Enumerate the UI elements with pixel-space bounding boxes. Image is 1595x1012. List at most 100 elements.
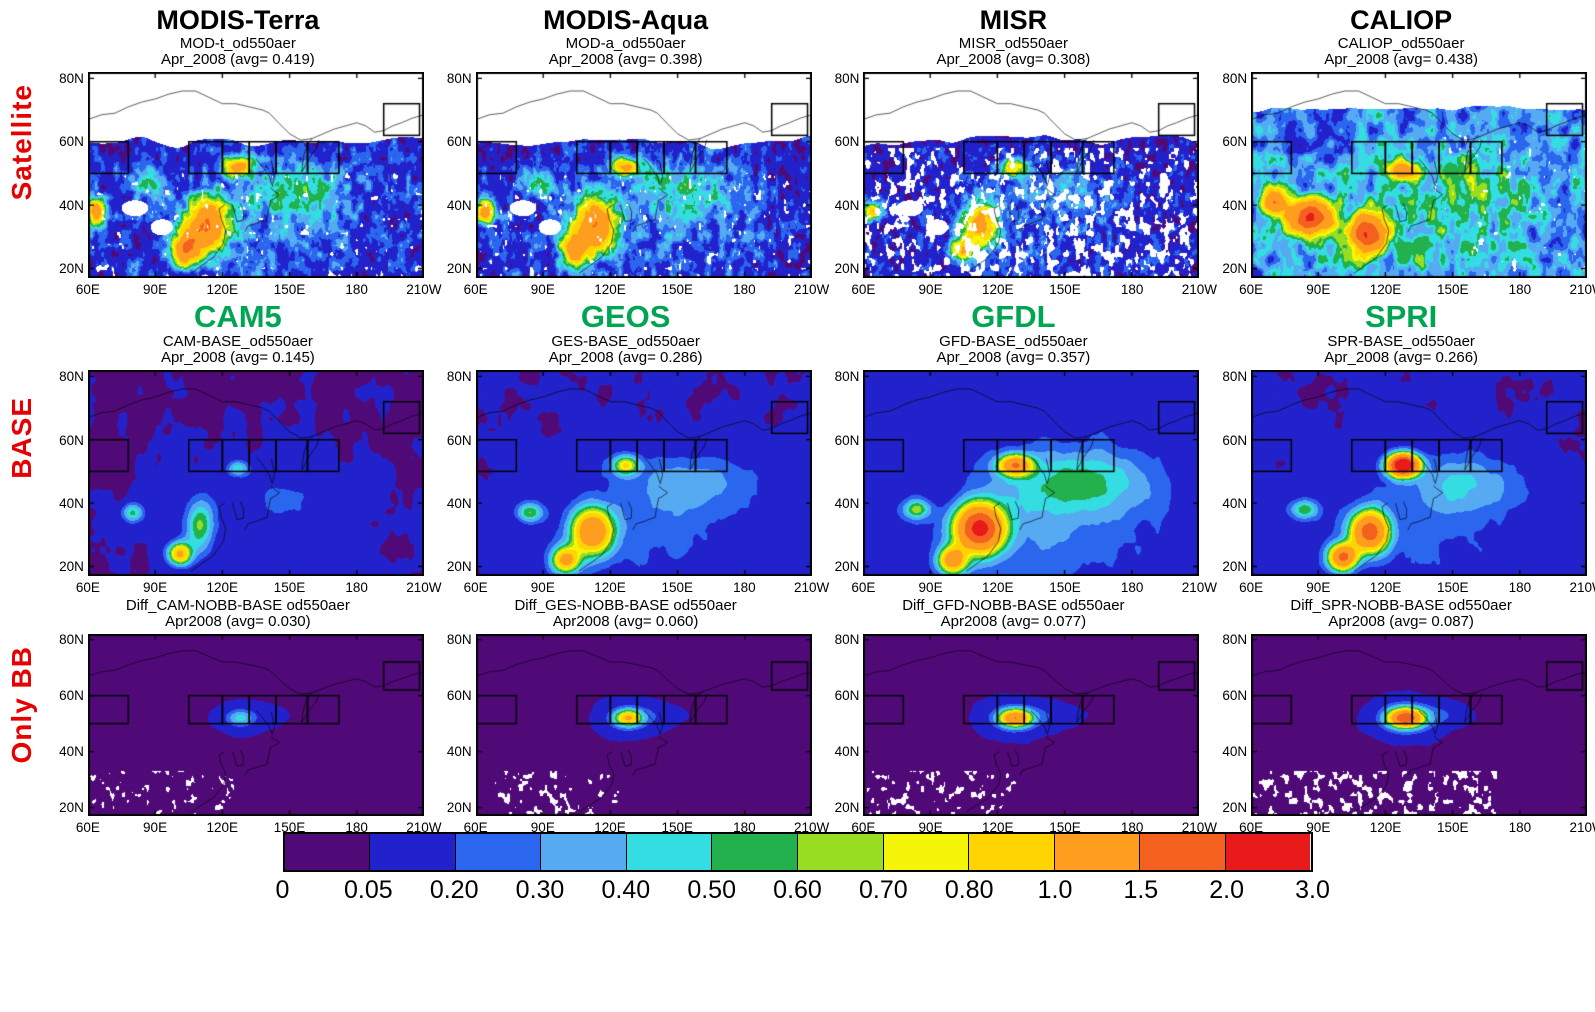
panel-subtitle-2: Apr_2008 (avg= 0.145) bbox=[160, 349, 315, 367]
x-axis-tick-label: 180 bbox=[1120, 819, 1144, 835]
y-axis-tick-label: 20N bbox=[59, 261, 84, 277]
panel-subtitle-2: Apr_2008 (avg= 0.286) bbox=[548, 349, 703, 367]
x-axis-tick-label: 180 bbox=[733, 281, 756, 297]
x-axis-tick-label: 210W bbox=[1181, 579, 1218, 595]
x-axis-tick-label: 180 bbox=[1120, 579, 1144, 595]
panel-subtitle-2: Apr_2008 (avg= 0.398) bbox=[548, 51, 703, 69]
x-axis-tick-label: 180 bbox=[345, 819, 368, 835]
map-frame-gfdl-base: 80N 60N 40N 20N 60E 90E 120E 150E 180 210W bbox=[827, 369, 1217, 595]
colorbar-tick-label: 3.0 bbox=[1295, 875, 1330, 904]
panel-subtitle-1: MOD-a_od550aer bbox=[565, 34, 686, 52]
y-axis-tick-label: 60N bbox=[834, 134, 860, 150]
x-axis-tick-label: 60E bbox=[851, 579, 876, 595]
y-axis-tick-label: 40N bbox=[59, 744, 84, 760]
panel-caliop: CALIOP CALIOP_od550aer Apr_2008 (avg= 0.… bbox=[1207, 5, 1595, 296]
x-axis-tick-label: 150E bbox=[273, 579, 306, 595]
panel-title-cam5: CAM5 bbox=[193, 298, 282, 334]
x-axis-tick-label: 60E bbox=[1239, 819, 1264, 835]
panels-only-bb: Diff_CAM-NOBB-BASE od550aer Apr2008 (avg… bbox=[44, 594, 1595, 835]
map-canvas-modis-aqua bbox=[475, 71, 812, 278]
x-axis-tick-label: 90E bbox=[143, 819, 168, 835]
x-axis-tick-label: 210W bbox=[793, 579, 830, 595]
x-axis-tick-label: 180 bbox=[1508, 579, 1532, 595]
x-axis-tick-label: 180 bbox=[733, 819, 756, 835]
colorbar-tick-label: 2.0 bbox=[1209, 875, 1245, 904]
x-axis-tick-label: 60E bbox=[75, 281, 100, 297]
colorbar-segment bbox=[455, 833, 542, 870]
panel-gfd-diff: Diff_GFD-NOBB-BASE od550aer Apr2008 (avg… bbox=[820, 594, 1217, 835]
x-axis-tick-label: 150E bbox=[1049, 819, 1081, 835]
row-label-base: BASE bbox=[6, 396, 37, 479]
x-axis-tick-label: 120E bbox=[206, 819, 239, 835]
y-axis-tick-label: 40N bbox=[1222, 744, 1248, 760]
y-axis-tick-label: 20N bbox=[446, 559, 472, 575]
x-axis-tick-label: 60E bbox=[1239, 281, 1264, 297]
y-axis-tick-label: 20N bbox=[1222, 261, 1248, 277]
x-axis-tick-label: 120E bbox=[982, 579, 1014, 595]
x-axis-tick-label: 60E bbox=[851, 819, 876, 835]
row-label-col-satellite: Satellite bbox=[0, 6, 44, 278]
x-axis-tick-label: 90E bbox=[1306, 819, 1331, 835]
panel-subtitle-2: Apr2008 (avg= 0.087) bbox=[1328, 613, 1474, 631]
y-axis-tick-label: 60N bbox=[834, 688, 860, 704]
x-axis-tick-label: 150E bbox=[1436, 579, 1469, 595]
colorbar-segments bbox=[282, 831, 1313, 872]
map-frame-misr: 80N 60N 40N 20N 60E 90E 120E 150E 180 210W bbox=[827, 71, 1217, 297]
map-frame-spri-base: 80N 60N 40N 20N 60E 90E 120E 150E 180 210W bbox=[1215, 369, 1595, 595]
x-axis-tick-label: 210W bbox=[1181, 281, 1218, 297]
y-axis-tick-label: 80N bbox=[1222, 369, 1248, 385]
x-axis-tick-label: 120E bbox=[1369, 579, 1402, 595]
y-axis-tick-label: 80N bbox=[834, 632, 860, 648]
map-canvas-cam5-base bbox=[87, 369, 424, 576]
x-axis-tick-label: 120E bbox=[206, 579, 239, 595]
row-label-col-only-bb: Only BB bbox=[0, 594, 44, 816]
y-axis-tick-label: 60N bbox=[446, 134, 472, 150]
x-axis-tick-label: 180 bbox=[1508, 819, 1532, 835]
map-frame-spr-diff: 80N 60N 40N 20N 60E 90E 120E 150E 180 210W bbox=[1215, 632, 1595, 834]
x-axis-tick-label: 120E bbox=[1369, 281, 1402, 297]
panel-subtitle-1: GES-BASE_od550aer bbox=[551, 332, 700, 350]
y-axis-tick-label: 80N bbox=[1222, 632, 1248, 648]
y-axis-tick-label: 40N bbox=[834, 495, 860, 511]
map-canvas-geos-base bbox=[475, 369, 812, 576]
map-frame-cam5-base: 80N 60N 40N 20N 60E 90E 120E 150E 180 210W bbox=[52, 369, 441, 595]
y-axis-tick-label: 80N bbox=[446, 369, 472, 385]
y-axis-tick-label: 60N bbox=[1222, 432, 1248, 448]
colorbar-tick-label: 0.80 bbox=[944, 875, 994, 904]
y-axis-tick-label: 20N bbox=[1222, 559, 1248, 575]
y-axis-tick-label: 80N bbox=[834, 369, 860, 385]
x-axis-tick-label: 210W bbox=[406, 281, 442, 297]
panel-subtitle-1: Diff_CAM-NOBB-BASE od550aer bbox=[125, 596, 350, 614]
panels-base: CAM5 CAM-BASE_od550aer Apr_2008 (avg= 0.… bbox=[44, 298, 1595, 595]
panel-title-modis-aqua: MODIS-Aqua bbox=[543, 5, 709, 35]
panel-title-spri: SPRI bbox=[1364, 298, 1438, 334]
panel-title-gfdl: GFDL bbox=[971, 298, 1056, 334]
row-label-only-bb: Only BB bbox=[6, 646, 37, 764]
y-axis-tick-label: 60N bbox=[59, 688, 84, 704]
y-axis-tick-label: 60N bbox=[59, 432, 84, 448]
colorbar-segment bbox=[883, 833, 970, 870]
x-axis-tick-label: 60E bbox=[1239, 579, 1264, 595]
y-axis-tick-label: 20N bbox=[59, 800, 84, 816]
map-canvas-modis-terra bbox=[87, 71, 424, 278]
y-axis-tick-label: 20N bbox=[1222, 800, 1248, 816]
y-axis-tick-label: 60N bbox=[446, 432, 472, 448]
x-axis-tick-label: 60E bbox=[75, 579, 100, 595]
x-axis-tick-label: 180 bbox=[345, 281, 368, 297]
x-axis-tick-label: 150E bbox=[273, 281, 306, 297]
y-axis-tick-label: 60N bbox=[1222, 134, 1248, 150]
x-axis-tick-label: 210W bbox=[406, 819, 442, 835]
x-axis-tick-label: 90E bbox=[530, 579, 555, 595]
colorbar: 0 0.05 0.20 0.30 0.40 0.50 0.60 0.70 0.80 1.0 1.5 2… bbox=[276, 831, 1330, 912]
map-frame-ges-diff: 80N 60N 40N 20N 60E 90E 120E 150E 180 210W bbox=[440, 632, 829, 834]
y-axis-tick-label: 60N bbox=[446, 688, 472, 704]
x-axis-tick-label: 90E bbox=[1306, 281, 1331, 297]
y-axis-tick-label: 80N bbox=[59, 369, 84, 385]
y-axis-tick-label: 80N bbox=[59, 71, 84, 87]
panel-subtitle-2: Apr_2008 (avg= 0.419) bbox=[160, 51, 315, 69]
x-axis-tick-label: 90E bbox=[918, 281, 943, 297]
row-satellite: Satellite MODIS-Terra MOD-t_od550aer Apr… bbox=[0, 5, 1595, 297]
map-frame-modis-aqua: 80N 60N 40N 20N 60E 90E 120E 150E 180 210W bbox=[440, 71, 829, 297]
y-axis-tick-label: 40N bbox=[59, 197, 84, 213]
